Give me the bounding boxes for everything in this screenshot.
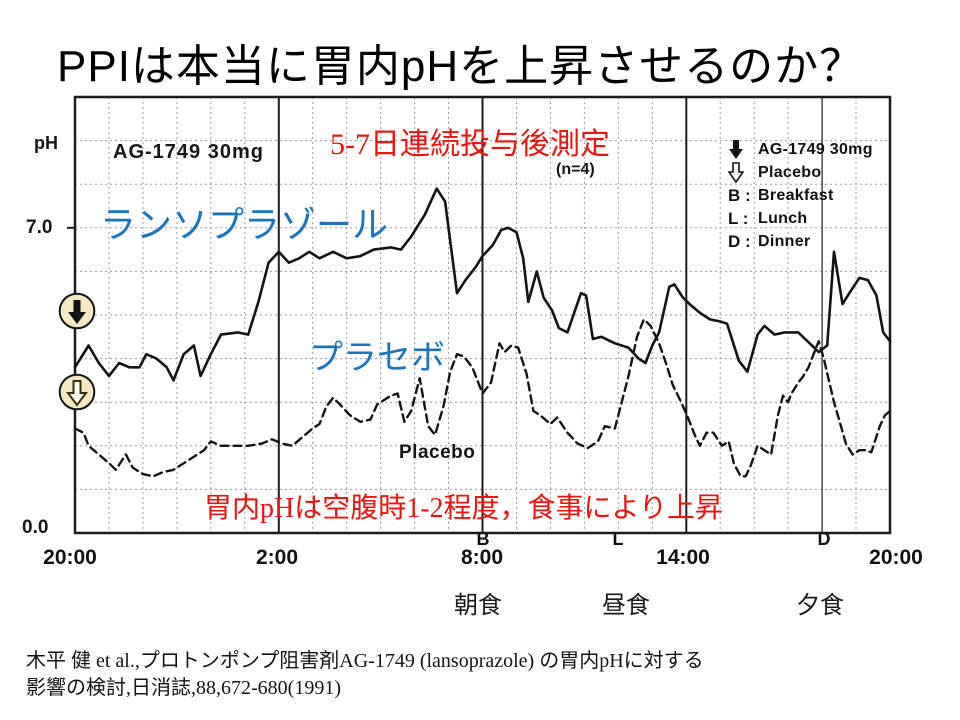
y-tick-7: 7.0 (26, 217, 53, 238)
dose-highlight-filled-arrow (58, 292, 96, 330)
drug-header-label: AG-1749 30mg (113, 141, 264, 163)
citation: 木平 健 et al.,プロトンポンプ阻害剤AG-1749 (lansopraz… (26, 648, 704, 702)
legend-label: Placebo (758, 163, 822, 181)
y-axis-label: pH (34, 133, 58, 153)
legend-label: Breakfast (758, 186, 834, 204)
meal-mark-breakfast: B (476, 529, 490, 549)
x-tick-0800: 8:00 (460, 546, 504, 569)
legend-label: AG-1749 30mg (758, 140, 873, 158)
legend-row-drug: AG-1749 30mg (728, 138, 873, 161)
x-tick-0200: 2:00 (255, 546, 299, 569)
measurement-note: 5-7日連続投与後測定 (330, 128, 610, 161)
x-tick-1400: 14:00 (656, 546, 710, 569)
sample-size-label: (n=4) (556, 161, 595, 178)
down-arrow-filled-icon (68, 300, 86, 324)
citation-line-2: 影響の検討,日消誌,88,672-680(1991) (26, 677, 341, 699)
legend-key: L : (728, 208, 749, 228)
dose-highlight-outline-arrow (58, 373, 96, 411)
x-tick-2000-right: 20:00 (869, 546, 923, 569)
legend-label: Dinner (758, 232, 811, 250)
page-title: PPIは本当に胃内pHを上昇させるのか？ (57, 42, 865, 91)
y-tick-0: 0.0 (22, 517, 49, 538)
meal-mark-lunch: L (612, 529, 624, 549)
lansoprazole-label: ランソプラゾール (100, 204, 389, 245)
legend-row-dinner: D : Dinner (728, 230, 873, 253)
placebo-inline-label: Placebo (399, 442, 476, 463)
down-arrow-filled-icon (728, 139, 758, 160)
meal-mark-dinner: D (817, 529, 831, 549)
ph-plot-svg (67, 95, 892, 535)
x-tick-2000-left: 20:00 (43, 546, 97, 569)
legend-key: B : (728, 185, 751, 205)
ph-chart (67, 95, 892, 535)
legend-label: Lunch (758, 209, 808, 227)
series-placebo (73, 318, 892, 478)
meal-label-breakfast: 朝食 (454, 592, 502, 619)
legend: AG-1749 30mg Placebo B : Breakfast L : L… (728, 138, 873, 253)
down-arrow-outline-icon (66, 380, 88, 407)
legend-row-breakfast: B : Breakfast (728, 184, 873, 207)
meal-label-lunch: 昼食 (602, 592, 650, 619)
placebo-label: プラセボ (309, 339, 445, 377)
series-lansoprazole (73, 187, 892, 382)
legend-key: D : (728, 231, 751, 251)
legend-row-lunch: L : Lunch (728, 207, 873, 230)
citation-line-1: 木平 健 et al.,プロトンポンプ阻害剤AG-1749 (lansopraz… (26, 650, 704, 672)
meal-label-dinner: 夕食 (796, 592, 844, 619)
legend-row-placebo: Placebo (728, 161, 873, 184)
fasting-ph-note: 胃内pHは空腹時1-2程度，食事により上昇 (204, 493, 723, 524)
down-arrow-outline-icon (728, 162, 758, 183)
